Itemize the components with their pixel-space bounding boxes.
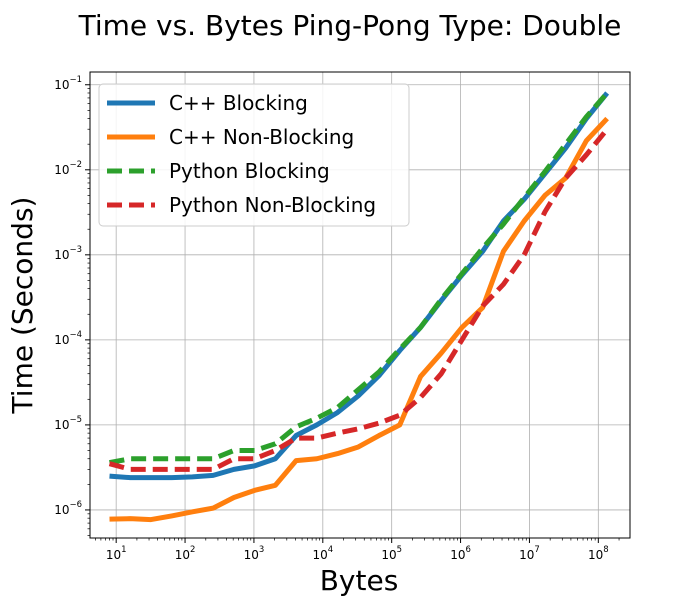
x-tick-base: 10 <box>519 548 534 562</box>
x-tick-exponent: 5 <box>397 545 402 555</box>
y-tick-label: 10−2 <box>54 160 82 177</box>
x-tick-base: 10 <box>106 548 121 562</box>
x-tick-label: 103 <box>244 545 265 562</box>
legend-label: Python Non-Blocking <box>169 193 376 217</box>
y-tick-base: 10 <box>54 248 69 262</box>
y-tick-label: 10−5 <box>54 415 82 432</box>
series-lines <box>108 91 610 523</box>
y-tick-base: 10 <box>54 163 69 177</box>
y-tick-base: 10 <box>54 333 69 347</box>
x-axis-ticks: 101 102 103 104 105 106 107 108 <box>95 538 620 562</box>
x-tick-label: 107 <box>519 545 540 562</box>
legend-label: C++ Non-Blocking <box>169 125 354 149</box>
x-tick-label: 104 <box>312 545 333 562</box>
y-tick-base: 10 <box>54 418 69 432</box>
y-axis-label: Time (Seconds) <box>6 197 39 415</box>
legend: C++ Blocking C++ Non-Blocking Python Block… <box>98 83 410 227</box>
x-tick-exponent: 3 <box>259 545 264 555</box>
y-tick-label: 10−1 <box>54 75 82 92</box>
x-tick-base: 10 <box>381 548 396 562</box>
y-tick-exponent: −2 <box>69 160 82 170</box>
x-tick-label: 108 <box>588 545 609 562</box>
x-tick-label: 106 <box>450 545 471 562</box>
chart-title: Time vs. Bytes Ping-Pong Type: Double <box>78 9 622 42</box>
series-line-c-non-blocking <box>109 116 609 523</box>
x-tick-base: 10 <box>175 548 190 562</box>
x-tick-base: 10 <box>244 548 259 562</box>
x-tick-label: 102 <box>175 545 196 562</box>
y-tick-base: 10 <box>54 78 69 92</box>
x-tick-base: 10 <box>450 548 465 562</box>
x-tick-label: 101 <box>106 545 127 562</box>
x-tick-base: 10 <box>588 548 603 562</box>
x-tick-exponent: 7 <box>534 545 539 555</box>
y-tick-base: 10 <box>54 503 69 517</box>
plot-frame <box>89 71 631 539</box>
series-line-python-blocking <box>109 91 610 466</box>
x-tick-exponent: 2 <box>190 545 195 555</box>
x-tick-exponent: 6 <box>465 545 470 555</box>
legend-label: Python Blocking <box>169 159 330 183</box>
y-tick-label: 10−4 <box>54 330 82 347</box>
series-line-python-non-blocking <box>108 127 610 472</box>
x-tick-exponent: 1 <box>121 545 126 555</box>
x-tick-base: 10 <box>312 548 327 562</box>
y-axis-ticks: 10−610−510−410−310−210−1 <box>54 75 90 536</box>
y-tick-exponent: −3 <box>69 245 82 255</box>
y-tick-exponent: −1 <box>69 75 82 85</box>
x-tick-exponent: 4 <box>328 545 333 555</box>
y-tick-exponent: −6 <box>69 500 82 510</box>
legend-box <box>98 83 410 227</box>
y-tick-label: 10−6 <box>54 500 82 517</box>
series-line-c-blocking <box>109 91 610 481</box>
legend-label: C++ Blocking <box>169 91 308 115</box>
x-axis-label: Bytes <box>320 564 399 597</box>
x-tick-label: 105 <box>381 545 402 562</box>
x-tick-exponent: 8 <box>603 545 608 555</box>
y-tick-label: 10−3 <box>54 245 82 262</box>
y-tick-exponent: −5 <box>69 415 82 425</box>
y-tick-exponent: −4 <box>69 330 82 340</box>
